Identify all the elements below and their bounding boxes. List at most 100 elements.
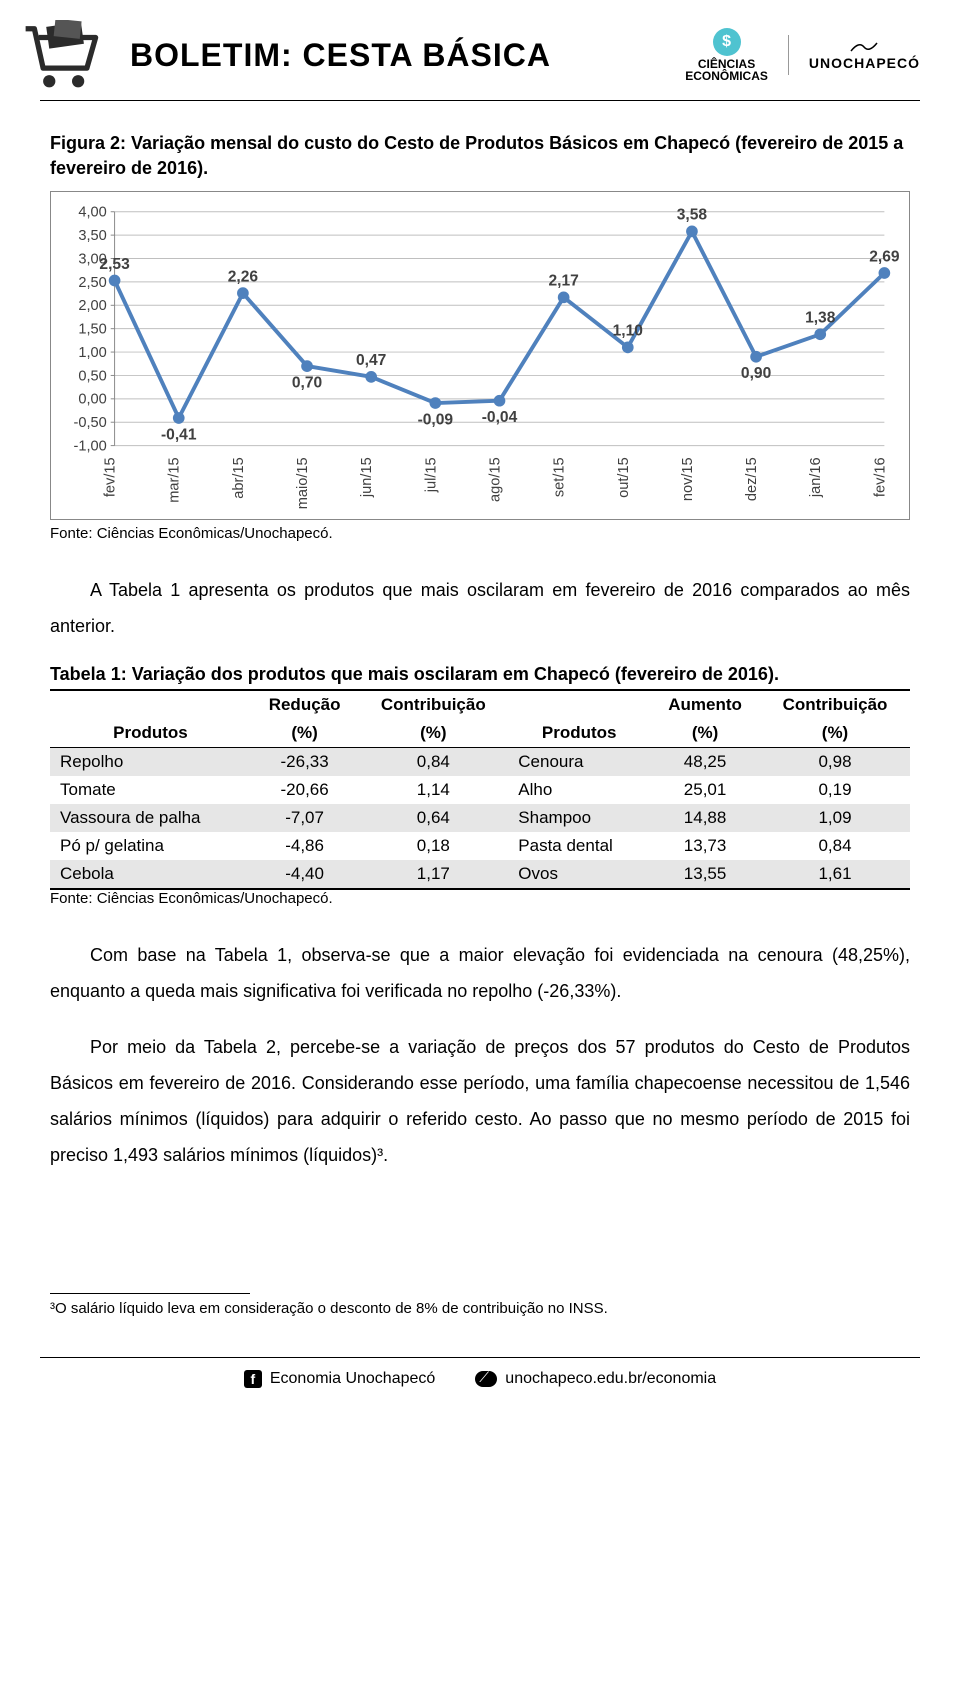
figure2-source: Fonte: Ciências Econômicas/Unochapecó. xyxy=(50,525,910,542)
th: Aumento xyxy=(650,691,760,719)
logo-unochapeco: UNOCHAPECÓ xyxy=(809,39,920,71)
svg-text:-0,50: -0,50 xyxy=(73,415,106,431)
table-row: Cebola-4,401,17Ovos13,551,61 xyxy=(50,860,910,889)
table-cell: Vassoura de palha xyxy=(50,804,251,832)
table1-header-row-top: Redução Contribuição Aumento Contribuiçã… xyxy=(50,691,910,719)
svg-text:jan/16: jan/16 xyxy=(808,458,824,499)
th: (%) xyxy=(251,719,359,748)
svg-text:1,50: 1,50 xyxy=(78,322,106,338)
svg-text:2,26: 2,26 xyxy=(228,269,259,286)
table1-body: Repolho-26,330,84Cenoura48,250,98Tomate-… xyxy=(50,748,910,890)
svg-text:3,50: 3,50 xyxy=(78,228,106,244)
figure2-line-chart: 4,003,503,002,502,001,501,000,500,00-0,5… xyxy=(61,202,899,514)
cart-icon xyxy=(20,20,110,90)
table-cell: Alho xyxy=(508,776,650,804)
paragraph-2: Com base na Tabela 1, observa-se que a m… xyxy=(50,937,910,1009)
footer-web-label: unochapeco.edu.br/economia xyxy=(505,1370,716,1388)
th xyxy=(50,691,251,719)
svg-text:nov/15: nov/15 xyxy=(680,458,696,502)
table1-header-row-bot: Produtos (%) (%) Produtos (%) (%) xyxy=(50,719,910,748)
footer-bar: f Economia Unochapecó unochapeco.edu.br/… xyxy=(40,1357,920,1418)
table-cell: -26,33 xyxy=(251,748,359,777)
table-cell: 13,55 xyxy=(650,860,760,889)
table-cell: Tomate xyxy=(50,776,251,804)
table-cell: 1,61 xyxy=(760,860,910,889)
svg-text:3,58: 3,58 xyxy=(677,207,708,224)
svg-text:0,70: 0,70 xyxy=(292,375,323,392)
svg-text:2,00: 2,00 xyxy=(78,299,106,315)
svg-text:abr/15: abr/15 xyxy=(231,458,247,499)
figure2-title: Figura 2: Variação mensal do custo do Ce… xyxy=(50,131,910,181)
svg-text:1,00: 1,00 xyxy=(78,345,106,361)
table-cell: 25,01 xyxy=(650,776,760,804)
svg-text:jun/15: jun/15 xyxy=(359,458,375,499)
table-cell: -7,07 xyxy=(251,804,359,832)
th: Contribuição xyxy=(760,691,910,719)
svg-text:-1,00: -1,00 xyxy=(73,439,106,455)
th: Produtos xyxy=(508,719,650,748)
table-cell: Cenoura xyxy=(508,748,650,777)
table-cell: 0,84 xyxy=(760,832,910,860)
table-cell: 48,25 xyxy=(650,748,760,777)
logo-divider xyxy=(788,35,789,75)
content: Figura 2: Variação mensal do custo do Ce… xyxy=(0,131,960,1317)
table-cell: 13,73 xyxy=(650,832,760,860)
table-cell: 0,18 xyxy=(358,832,508,860)
svg-text:2,69: 2,69 xyxy=(869,249,899,266)
table-cell: 1,17 xyxy=(358,860,508,889)
table-cell: 0,19 xyxy=(760,776,910,804)
table-cell: -20,66 xyxy=(251,776,359,804)
table-cell: Pó p/ gelatina xyxy=(50,832,251,860)
svg-text:0,00: 0,00 xyxy=(78,392,106,408)
th: Produtos xyxy=(50,719,251,748)
table-row: Repolho-26,330,84Cenoura48,250,98 xyxy=(50,748,910,777)
logo-uno-text: UNOCHAPECÓ xyxy=(809,55,920,71)
page-header: BOLETIM: CESTA BÁSICA $ CIÊNCIAS ECONÔMI… xyxy=(0,0,960,100)
header-logos: $ CIÊNCIAS ECONÔMICAS UNOCHAPECÓ xyxy=(685,28,920,82)
svg-text:-0,41: -0,41 xyxy=(161,427,197,444)
table-row: Pó p/ gelatina-4,860,18Pasta dental13,73… xyxy=(50,832,910,860)
table-cell: Shampoo xyxy=(508,804,650,832)
table-cell: 0,84 xyxy=(358,748,508,777)
th xyxy=(508,691,650,719)
table-cell: 14,88 xyxy=(650,804,760,832)
svg-text:-0,09: -0,09 xyxy=(418,412,454,429)
table-cell: 1,14 xyxy=(358,776,508,804)
svg-text:out/15: out/15 xyxy=(616,458,632,499)
svg-text:2,50: 2,50 xyxy=(78,275,106,291)
paragraph-3: Por meio da Tabela 2, percebe-se a varia… xyxy=(50,1029,910,1173)
svg-text:1,38: 1,38 xyxy=(805,310,836,327)
table1-source: Fonte: Ciências Econômicas/Unochapecó. xyxy=(50,890,910,907)
logo-ciencias-economicas: $ CIÊNCIAS ECONÔMICAS xyxy=(685,28,768,82)
svg-text:0,90: 0,90 xyxy=(741,366,772,383)
svg-text:fev/15: fev/15 xyxy=(103,458,119,498)
table-cell: Pasta dental xyxy=(508,832,650,860)
header-title: BOLETIM: CESTA BÁSICA xyxy=(130,37,665,74)
svg-text:4,00: 4,00 xyxy=(78,205,106,221)
svg-text:maio/15: maio/15 xyxy=(295,458,311,510)
facebook-icon: f xyxy=(244,1370,262,1388)
dollar-badge-icon: $ xyxy=(713,28,741,56)
th: (%) xyxy=(358,719,508,748)
table1: Redução Contribuição Aumento Contribuiçã… xyxy=(50,691,910,890)
table-cell: Ovos xyxy=(508,860,650,889)
svg-text:mar/15: mar/15 xyxy=(167,458,183,503)
th: Contribuição xyxy=(358,691,508,719)
svg-text:1,10: 1,10 xyxy=(613,323,644,340)
table-cell: Cebola xyxy=(50,860,251,889)
table-cell: 0,98 xyxy=(760,748,910,777)
table-row: Tomate-20,661,14Alho25,010,19 xyxy=(50,776,910,804)
table-cell: -4,40 xyxy=(251,860,359,889)
svg-text:fev/16: fev/16 xyxy=(872,458,888,498)
table-row: Vassoura de palha-7,070,64Shampoo14,881,… xyxy=(50,804,910,832)
svg-text:0,47: 0,47 xyxy=(356,353,386,370)
figure2-chart-box: 4,003,503,002,502,001,501,000,500,00-0,5… xyxy=(50,191,910,520)
header-rule xyxy=(40,100,920,101)
svg-text:-0,04: -0,04 xyxy=(482,410,518,427)
table-cell: 0,64 xyxy=(358,804,508,832)
svg-text:ago/15: ago/15 xyxy=(487,458,503,503)
footer-website: unochapeco.edu.br/economia xyxy=(475,1370,716,1388)
table-cell: -4,86 xyxy=(251,832,359,860)
swirl-icon xyxy=(849,39,879,55)
svg-text:jul/15: jul/15 xyxy=(423,458,439,494)
